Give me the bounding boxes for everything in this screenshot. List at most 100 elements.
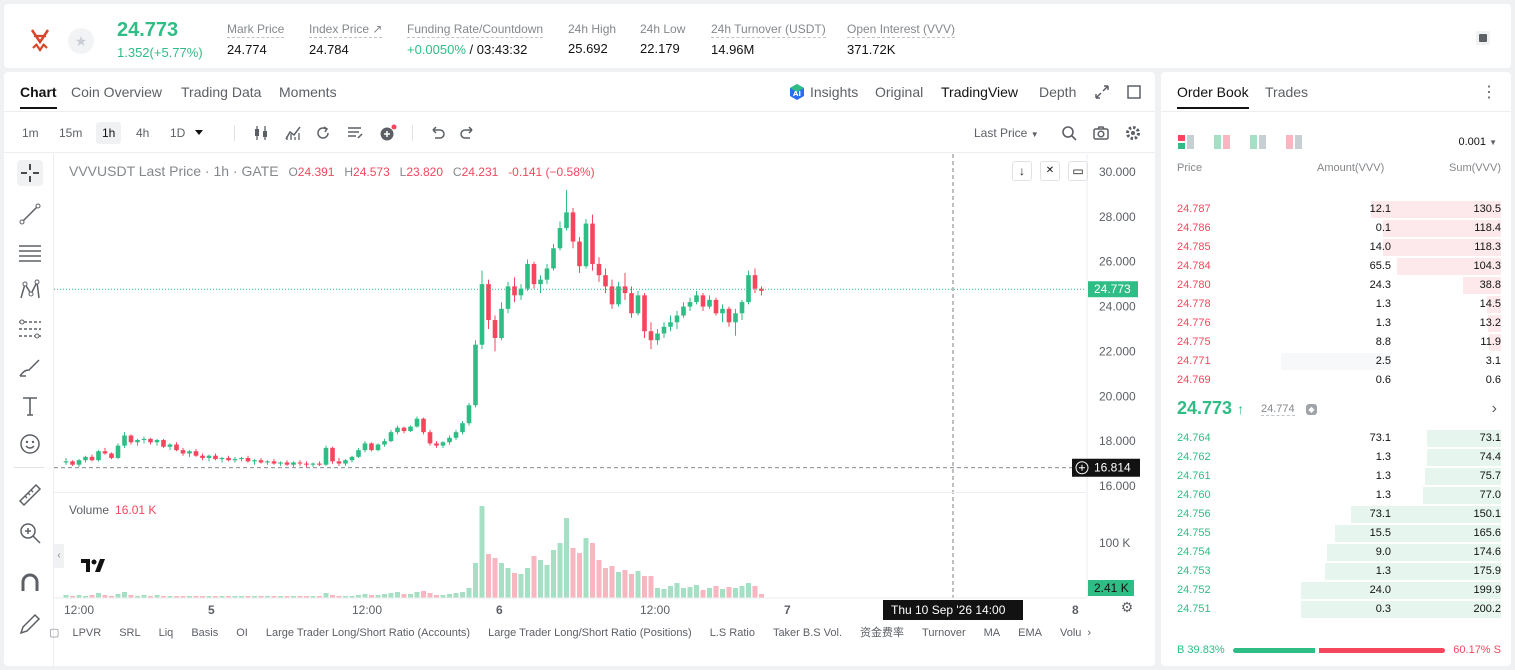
tab-trading-data[interactable]: Trading Data bbox=[181, 84, 262, 100]
redo-icon[interactable] bbox=[459, 124, 477, 142]
ask-row[interactable]: 24.775 8.8 11.9 bbox=[1161, 333, 1511, 352]
indicator-item[interactable]: OI bbox=[236, 627, 248, 639]
pattern-tool-icon[interactable] bbox=[17, 278, 43, 304]
view-asks-icon[interactable] bbox=[1285, 134, 1303, 150]
indicator-item[interactable]: 资金费率 bbox=[860, 627, 905, 639]
chart-area[interactable]: 30.000 28.000 26.000 24.000 22.000 20.000 18.0… bbox=[54, 154, 1155, 666]
stat-label[interactable]: Funding Rate/Countdown bbox=[407, 22, 544, 38]
precision-select[interactable]: 0.001 ▼ bbox=[1458, 136, 1497, 148]
view-original[interactable]: Original bbox=[875, 84, 924, 100]
tab-trades[interactable]: Trades bbox=[1265, 84, 1309, 100]
notebook-icon[interactable] bbox=[1473, 28, 1493, 48]
camera-icon[interactable] bbox=[1092, 124, 1110, 142]
ask-row[interactable]: 24.780 24.3 38.8 bbox=[1161, 276, 1511, 295]
tab-coin-overview[interactable]: Coin Overview bbox=[71, 84, 163, 100]
stat-label[interactable]: Open Interest (VVV) bbox=[847, 22, 956, 38]
interval-1h[interactable]: 1h bbox=[96, 122, 122, 144]
window-icon[interactable] bbox=[1126, 84, 1142, 100]
indicator-item[interactable]: MA bbox=[983, 627, 1001, 639]
bid-row[interactable]: 24.756 73.1 150.1 bbox=[1161, 505, 1511, 524]
bid-row[interactable]: 24.753 1.3 175.9 bbox=[1161, 562, 1511, 581]
pane-separator[interactable] bbox=[54, 492, 1086, 493]
candlestick-chart[interactable]: 30.000 28.000 26.000 24.000 22.000 20.000 18.0… bbox=[54, 154, 1155, 666]
indicator-item[interactable]: Turnover bbox=[922, 627, 966, 639]
view-depth[interactable]: Depth bbox=[1039, 84, 1077, 100]
interval-1d[interactable]: 1D bbox=[170, 126, 186, 140]
tab-order-book[interactable]: Order Book bbox=[1177, 84, 1249, 109]
checkbox-icon[interactable]: ▢ bbox=[49, 627, 60, 639]
ask-row[interactable]: 24.786 0.1 118.4 bbox=[1161, 219, 1511, 238]
collapse-icon[interactable]: ✕ bbox=[1040, 161, 1060, 181]
add-plus-icon[interactable] bbox=[379, 124, 397, 142]
interval-1m[interactable]: 1m bbox=[22, 126, 39, 140]
stat-label[interactable]: 24h Turnover (USDT) bbox=[711, 22, 826, 38]
bid-row[interactable]: 24.755 15.5 165.6 bbox=[1161, 524, 1511, 543]
bid-row[interactable]: 24.752 24.0 199.9 bbox=[1161, 581, 1511, 600]
chevron-down-icon[interactable] bbox=[194, 129, 204, 137]
compare-icon[interactable] bbox=[314, 124, 332, 142]
expand-icon[interactable] bbox=[1094, 84, 1110, 100]
stat-label[interactable]: Index Price ↗ bbox=[309, 22, 383, 38]
ask-row[interactable]: 24.778 1.3 14.5 bbox=[1161, 295, 1511, 314]
ask-row[interactable]: 24.769 0.6 0.6 bbox=[1161, 371, 1511, 390]
bid-row[interactable]: 24.751 0.3 200.2 bbox=[1161, 600, 1511, 619]
indicator-item[interactable]: SRL bbox=[119, 627, 141, 639]
indicator-item[interactable]: EMA bbox=[1018, 627, 1042, 639]
indicators-icon[interactable] bbox=[284, 124, 302, 142]
view-tradingview[interactable]: TradingView bbox=[941, 84, 1019, 100]
tab-chart[interactable]: Chart bbox=[20, 84, 57, 109]
bid-row[interactable]: 24.754 9.0 174.6 bbox=[1161, 543, 1511, 562]
chevron-right-icon[interactable]: › bbox=[1491, 400, 1497, 417]
view-both-icon[interactable] bbox=[1177, 134, 1195, 150]
trend-line-tool-icon[interactable] bbox=[17, 201, 43, 227]
ask-row[interactable]: 24.771 2.5 3.1 bbox=[1161, 352, 1511, 371]
brush-tool-icon[interactable] bbox=[17, 354, 43, 380]
indicator-item[interactable]: Large Trader Long/Short Ratio (Accounts) bbox=[265, 627, 471, 639]
fib-tool-icon[interactable] bbox=[17, 316, 43, 342]
bid-row[interactable]: 24.760 1.3 77.0 bbox=[1161, 486, 1511, 505]
indicator-item[interactable]: Basis bbox=[191, 627, 219, 639]
ask-row[interactable]: 24.776 1.3 13.2 bbox=[1161, 314, 1511, 333]
collapse-toolbar-icon[interactable]: ‹ bbox=[54, 544, 64, 568]
bid-row[interactable]: 24.762 1.3 74.4 bbox=[1161, 448, 1511, 467]
chart-settings-icon[interactable]: ⚙ bbox=[1120, 599, 1134, 615]
view-split-icon[interactable] bbox=[1213, 134, 1231, 150]
indicator-item[interactable]: LPVR bbox=[72, 627, 102, 639]
tab-moments[interactable]: Moments bbox=[279, 84, 337, 100]
stat-label[interactable]: Mark Price bbox=[227, 22, 285, 38]
mid-price[interactable]: 24.773 ↑ bbox=[1177, 398, 1244, 419]
bid-row[interactable]: 24.761 1.3 75.7 bbox=[1161, 467, 1511, 486]
bid-row[interactable]: 24.764 73.1 73.1 bbox=[1161, 429, 1511, 448]
templates-icon[interactable] bbox=[346, 124, 364, 142]
ask-row[interactable]: 24.787 12.1 130.5 bbox=[1161, 200, 1511, 219]
indicator-item[interactable]: Large Trader Long/Short Ratio (Positions… bbox=[488, 627, 692, 639]
chevron-right-icon[interactable]: › bbox=[1087, 627, 1092, 639]
indicator-item[interactable]: Liq bbox=[158, 627, 174, 639]
ask-row[interactable]: 24.784 65.5 104.3 bbox=[1161, 257, 1511, 276]
text-tool-icon[interactable] bbox=[17, 393, 43, 419]
ruler-tool-icon[interactable] bbox=[17, 482, 43, 508]
horizontal-lines-tool-icon[interactable] bbox=[17, 240, 43, 266]
interval-15m[interactable]: 15m bbox=[59, 126, 83, 140]
undo-icon[interactable] bbox=[428, 124, 446, 142]
more-options-icon[interactable]: ⋮ bbox=[1481, 84, 1497, 101]
gear-icon[interactable] bbox=[1124, 124, 1142, 142]
interval-4h[interactable]: 4h bbox=[136, 126, 150, 140]
ai-insights-icon[interactable]: AI bbox=[788, 83, 806, 101]
indicator-item[interactable]: Taker B.S Vol. bbox=[772, 627, 843, 639]
ask-row[interactable]: 24.785 14.0 118.3 bbox=[1161, 238, 1511, 257]
indicator-item[interactable]: L.S Ratio bbox=[709, 627, 755, 639]
maximize-pane-icon[interactable]: ▭ bbox=[1068, 161, 1088, 181]
pencil-lock-icon[interactable] bbox=[17, 611, 43, 637]
magnet-icon[interactable] bbox=[17, 571, 43, 597]
indicator-item[interactable]: Volu bbox=[1059, 627, 1082, 639]
view-bids-icon[interactable] bbox=[1249, 134, 1267, 150]
zoom-in-icon[interactable] bbox=[17, 520, 43, 546]
search-icon[interactable] bbox=[1060, 124, 1078, 142]
candlestick-type-icon[interactable] bbox=[252, 124, 270, 142]
view-insights[interactable]: Insights bbox=[810, 84, 859, 100]
favorite-star-icon[interactable]: ★ bbox=[68, 28, 94, 54]
crosshair-tool-icon[interactable] bbox=[17, 160, 43, 186]
arrow-down-icon[interactable]: ↓ bbox=[1012, 161, 1032, 181]
price-type-select[interactable]: Last Price ▼ bbox=[974, 126, 1039, 140]
